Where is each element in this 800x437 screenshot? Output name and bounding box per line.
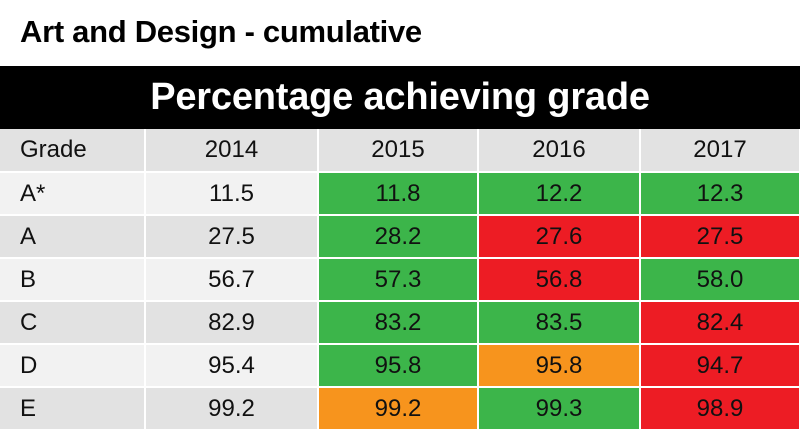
- grade-label: A*: [0, 172, 146, 216]
- grade-label: E: [0, 387, 146, 431]
- grade-label: C: [0, 301, 146, 345]
- value-cell: 58.0: [640, 258, 800, 302]
- grades-table-body: Grade 2014 2015 2016 2017 A* 11.5 11.8 12.2…: [0, 129, 800, 431]
- value-cell: 12.3: [640, 172, 800, 216]
- page-title: Art and Design - cumulative: [20, 14, 422, 49]
- table-header-banner: Percentage achieving grade: [0, 66, 800, 129]
- grade-label: A: [0, 215, 146, 259]
- value-cell: 56.8: [478, 258, 641, 302]
- table-row: A 27.5 28.2 27.6 27.5: [0, 215, 800, 259]
- value-cell: 99.2: [145, 387, 319, 431]
- table-row: C 82.9 83.2 83.5 82.4: [0, 301, 800, 345]
- value-cell: 27.6: [478, 215, 641, 259]
- value-cell: 56.7: [145, 258, 319, 302]
- column-header-2015: 2015: [318, 129, 479, 173]
- value-cell: 95.8: [478, 344, 641, 388]
- column-header-2017: 2017: [640, 129, 800, 173]
- table-row: A* 11.5 11.8 12.2 12.3: [0, 172, 800, 216]
- value-cell: 82.4: [640, 301, 800, 345]
- value-cell: 11.8: [318, 172, 479, 216]
- grade-label: D: [0, 344, 146, 388]
- table-row: B 56.7 57.3 56.8 58.0: [0, 258, 800, 302]
- value-cell: 98.9: [640, 387, 800, 431]
- value-cell: 83.5: [478, 301, 641, 345]
- value-cell: 11.5: [145, 172, 319, 216]
- grades-table: Grade 2014 2015 2016 2017 A* 11.5 11.8 12.2…: [0, 129, 800, 431]
- column-header-2016: 2016: [478, 129, 641, 173]
- value-cell: 95.8: [318, 344, 479, 388]
- value-cell: 82.9: [145, 301, 319, 345]
- column-header-2014: 2014: [145, 129, 319, 173]
- value-cell: 57.3: [318, 258, 479, 302]
- value-cell: 94.7: [640, 344, 800, 388]
- value-cell: 95.4: [145, 344, 319, 388]
- column-header-row: Grade 2014 2015 2016 2017: [0, 129, 800, 173]
- column-header-grade: Grade: [0, 129, 146, 173]
- value-cell: 99.3: [478, 387, 641, 431]
- table-row: D 95.4 95.8 95.8 94.7: [0, 344, 800, 388]
- value-cell: 99.2: [318, 387, 479, 431]
- value-cell: 27.5: [145, 215, 319, 259]
- value-cell: 12.2: [478, 172, 641, 216]
- table-row: E 99.2 99.2 99.3 98.9: [0, 387, 800, 431]
- value-cell: 28.2: [318, 215, 479, 259]
- value-cell: 27.5: [640, 215, 800, 259]
- grade-label: B: [0, 258, 146, 302]
- value-cell: 83.2: [318, 301, 479, 345]
